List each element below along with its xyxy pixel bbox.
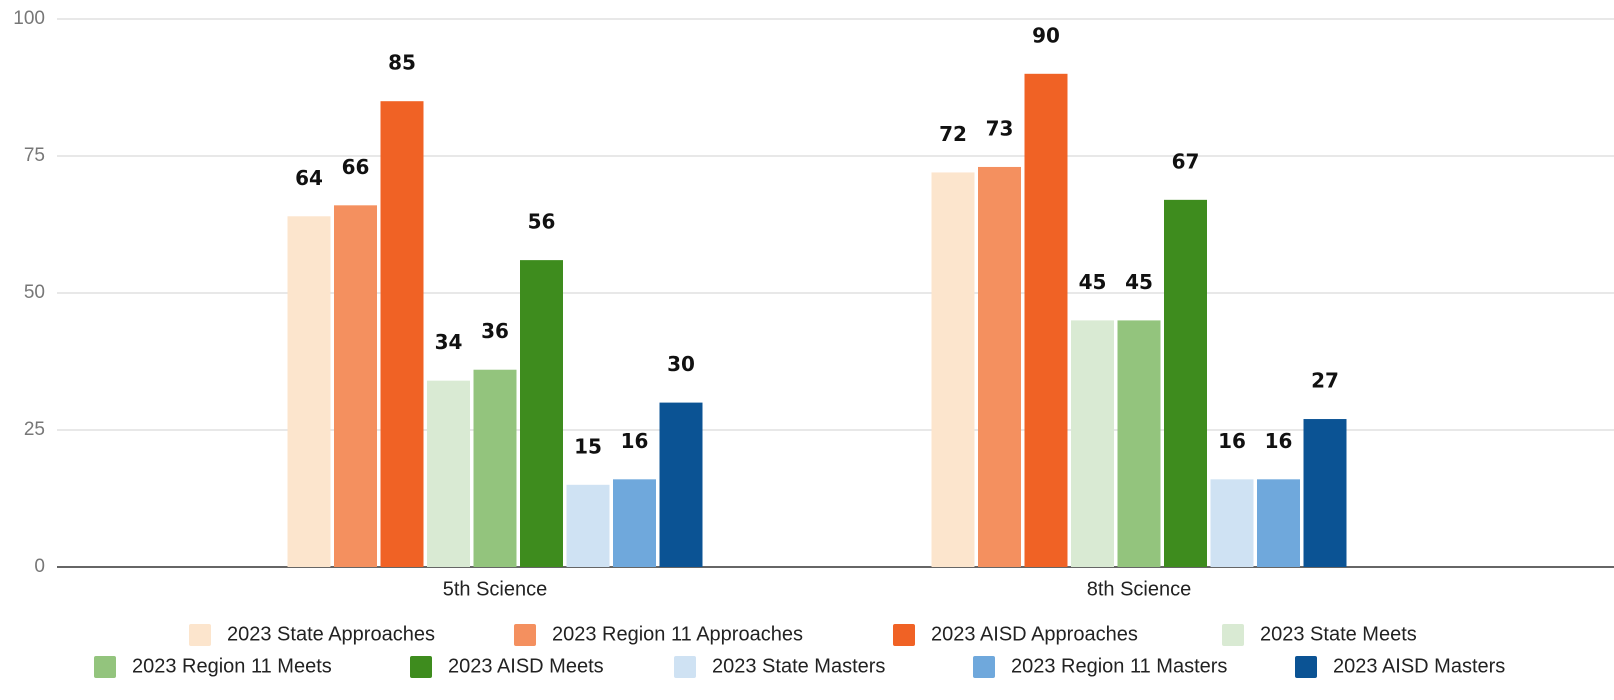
data-label: 16 [1265,429,1293,453]
bar [287,216,331,567]
data-label: 16 [1218,429,1246,453]
legend-swatch [893,624,915,646]
legend-swatch [1222,624,1244,646]
legend-label: 2023 State Meets [1260,623,1417,645]
data-label: 90 [1032,23,1060,47]
data-label: 66 [342,155,370,179]
legend-swatch [410,656,432,678]
bar [931,172,975,567]
legend-label: 2023 Region 11 Meets [132,655,332,677]
bar [1117,320,1161,567]
data-label: 72 [939,122,967,146]
legend-label: 2023 AISD Meets [448,655,604,677]
bar [520,260,563,567]
x-tick-label: 5th Science [443,578,548,600]
data-label: 64 [295,166,323,190]
x-tick-label: 8th Science [1087,578,1192,600]
data-label: 56 [528,210,556,234]
bar [1164,199,1207,567]
y-tick-label: 50 [24,282,45,303]
legend-label: 2023 Region 11 Approaches [552,623,803,645]
bar [427,380,470,567]
data-label: 45 [1079,270,1107,294]
legend-label: 2023 State Approaches [227,623,435,645]
legend-label: 2023 AISD Approaches [931,623,1138,645]
bar [613,479,656,567]
legend-label: 2023 Region 11 Masters [1011,655,1227,677]
bar [1303,419,1347,567]
y-tick-label: 0 [34,556,45,577]
legend-label: 2023 State Masters [712,655,885,677]
bar [566,484,610,567]
bar [659,402,703,567]
y-tick-label: 100 [13,8,45,29]
legend-swatch [94,656,116,678]
legend-swatch [189,624,211,646]
y-tick-label: 25 [24,419,45,440]
data-label: 15 [574,434,602,458]
bar [978,166,1021,567]
bar [1210,479,1254,567]
bar [1257,479,1300,567]
data-label: 30 [667,352,695,376]
legend-swatch [1295,656,1317,678]
bar [334,205,377,567]
bar [473,369,517,567]
data-label: 45 [1125,270,1153,294]
legend-swatch [674,656,696,678]
data-label: 27 [1311,369,1339,393]
bar [380,101,424,567]
y-tick-label: 75 [24,145,45,166]
legend-swatch [514,624,536,646]
bar [1071,320,1114,567]
data-label: 34 [435,330,463,354]
data-label: 67 [1172,149,1200,173]
legend-label: 2023 AISD Masters [1333,655,1505,677]
bar [1024,73,1068,568]
legend-swatch [973,656,995,678]
data-label: 73 [986,116,1014,140]
data-label: 85 [388,51,416,75]
data-label: 16 [621,429,649,453]
data-label: 36 [481,319,509,343]
